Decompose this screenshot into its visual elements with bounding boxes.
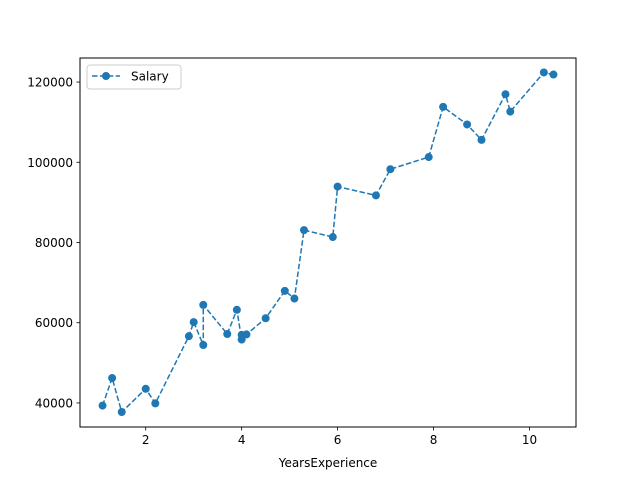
data-point xyxy=(184,332,193,341)
plot-axes xyxy=(79,57,577,428)
data-point xyxy=(300,226,309,235)
data-point xyxy=(506,107,515,116)
x-tick-label: 6 xyxy=(334,433,342,447)
y-tick-label: 120000 xyxy=(27,76,73,90)
ticks-layer: 2 4 6 8 10 40000 60000 80000 100000 120000 xyxy=(27,76,537,447)
x-tick-label: 2 xyxy=(142,433,150,447)
y-tick-label: 80000 xyxy=(35,236,73,250)
data-point xyxy=(141,384,150,393)
data-point xyxy=(151,399,160,408)
data-point xyxy=(477,135,486,144)
data-point xyxy=(232,305,241,314)
legend: Salary xyxy=(86,64,182,90)
data-point xyxy=(108,374,117,383)
legend-label: Salary xyxy=(131,70,169,84)
data-point xyxy=(386,165,395,174)
data-point xyxy=(117,408,126,417)
data-point xyxy=(223,329,232,338)
data-point xyxy=(333,182,342,191)
data-point xyxy=(242,330,251,339)
x-tick-label: 4 xyxy=(238,433,246,447)
data-point xyxy=(328,233,337,242)
legend-marker xyxy=(102,72,110,80)
data-point xyxy=(199,340,208,349)
y-tick-label: 100000 xyxy=(27,156,73,170)
data-point xyxy=(539,68,548,77)
data-point xyxy=(199,300,208,309)
y-tick-label: 60000 xyxy=(35,316,73,330)
data-point xyxy=(439,102,448,111)
data-point xyxy=(463,120,472,129)
data-point xyxy=(261,314,270,323)
series-layer xyxy=(98,68,558,417)
data-point xyxy=(290,294,299,303)
series-line-salary xyxy=(101,71,554,413)
data-point xyxy=(280,286,289,295)
y-tick-label: 40000 xyxy=(35,396,73,410)
data-point xyxy=(549,70,558,79)
legend-box xyxy=(86,64,182,90)
data-point xyxy=(501,90,510,99)
data-point xyxy=(371,191,380,200)
data-point xyxy=(189,318,198,327)
plot-frame xyxy=(79,57,577,428)
data-point xyxy=(98,401,107,410)
x-tick-label: 10 xyxy=(522,433,537,447)
x-tick-label: 8 xyxy=(430,433,438,447)
data-point xyxy=(424,153,433,162)
x-axis-label: YearsExperience xyxy=(278,456,378,470)
